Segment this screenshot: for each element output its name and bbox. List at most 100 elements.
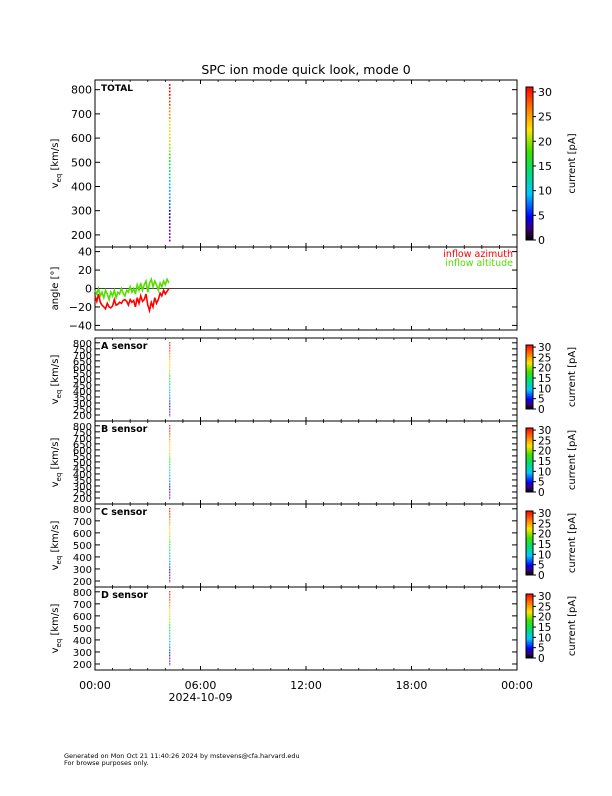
y-tick-label: 800 [71,84,92,97]
footer: Generated on Mon Oct 21 11:40:26 2024 by… [64,753,300,767]
colorbar-label: current [pA] [567,430,578,490]
y-tick-label: 500 [73,541,92,552]
y-tick-label: 200 [73,411,92,422]
y-tick-label: 300 [73,565,92,576]
colorbar [525,593,534,659]
colorbar-tick-label: 5 [538,394,545,406]
colorbar-tick-label: 0 [538,570,545,582]
y-tick-label: 400 [73,553,92,564]
colorbar-tick-label: 10 [538,466,551,478]
colorbar-tick-label: 20 [538,612,551,624]
legend-entry: inflow azimuth [443,249,513,260]
colorbar-tick-label: 30 [538,342,551,354]
y-tick-label: 600 [73,446,92,457]
y-tick-label: 750 [73,428,92,439]
colorbar [525,86,534,241]
y-tick-label: 250 [73,405,92,416]
colorbar-label: current [pA] [567,133,578,193]
y-tick-label: 600 [73,612,92,623]
colorbar-tick-label: 10 [538,632,551,644]
panel-frame [94,586,518,671]
y-tick-label: 450 [73,464,92,475]
panel-label: C sensor [101,507,147,518]
y-tick-label: 550 [73,369,92,380]
y-tick-label: 600 [71,132,92,145]
colorbar-tick-label: 0 [538,404,545,416]
y-tick-label: 700 [71,108,92,121]
colorbar-tick-label: 0 [538,487,545,499]
angle-y-tick-label: 40 [78,246,92,259]
chart-title: SPC ion mode quick look, mode 0 [201,62,410,77]
y-tick-label: 700 [73,434,92,445]
panel-label: D sensor [101,590,148,601]
y-axis-label: veq [km/s] [50,355,63,405]
y-tick-label: 700 [73,517,92,528]
y-tick-label: 400 [73,387,92,398]
y-tick-label: 300 [71,205,92,218]
colorbar-tick-label: 20 [538,135,552,148]
colorbar-tick-label: 20 [538,363,551,375]
colorbar [525,510,534,576]
y-tick-label: 250 [73,488,92,499]
colorbar-tick-label: 10 [538,549,551,561]
x-tick-label: 18:00 [396,679,428,692]
y-tick-label: 500 [73,624,92,635]
colorbar-tick-label: 15 [538,160,552,173]
panel-frame [94,420,518,505]
y-axis-label: veq [km/s] [50,604,63,654]
colorbar-tick-label: 15 [538,622,551,634]
angle-y-tick-label: −20 [69,301,92,314]
y-tick-label: 200 [71,229,92,242]
panel-label: B sensor [101,424,148,435]
y-tick-label: 350 [73,393,92,404]
colorbar-tick-label: 5 [538,209,545,222]
colorbar-tick-label: 10 [538,185,552,198]
footer-generated-line: Generated on Mon Oct 21 11:40:26 2024 by… [64,752,300,760]
y-tick-label: 350 [73,476,92,487]
y-tick-label: 300 [73,399,92,410]
x-tick-label: 12:00 [290,679,322,692]
y-tick-label: 400 [73,470,92,481]
y-tick-label: 200 [73,660,92,671]
y-tick-label: 400 [73,636,92,647]
colorbar-tick-label: 25 [538,601,551,613]
y-axis-label: veq [km/s] [50,139,63,189]
y-tick-label: 500 [71,156,92,169]
y-tick-label: 600 [73,529,92,540]
y-tick-label: 400 [71,180,92,193]
colorbar-tick-label: 25 [538,352,551,364]
angle-y-axis-label: angle [°] [50,267,61,311]
panel-frame [94,79,518,248]
x-tick-label: 00:00 [501,679,533,692]
colorbar [525,427,534,493]
colorbar [525,344,534,410]
y-tick-label: 600 [73,363,92,374]
colorbar-tick-label: 0 [538,234,545,247]
y-tick-label: 650 [73,440,92,451]
angle-series-line [94,288,170,314]
colorbar-tick-label: 20 [538,446,551,458]
angle-y-tick-label: 20 [78,264,92,277]
colorbar-tick-label: 15 [538,539,551,551]
y-tick-label: 800 [73,505,92,516]
angle-y-tick-label: 0 [85,283,92,296]
colorbar-tick-label: 30 [538,425,551,437]
angle-series-line [94,276,170,303]
colorbar-tick-label: 0 [538,653,545,665]
y-tick-label: 300 [73,648,92,659]
colorbar-tick-label: 30 [538,508,551,520]
colorbar-label: current [pA] [567,596,578,656]
panel-label: TOTAL [101,84,133,94]
y-tick-label: 500 [73,375,92,386]
y-tick-label: 700 [73,351,92,362]
y-tick-label: 800 [73,422,92,433]
panel-frame [94,503,518,588]
colorbar-tick-label: 20 [538,529,551,541]
colorbar-label: current [pA] [567,513,578,573]
y-tick-label: 550 [73,452,92,463]
legend-entry: inflow altitude [445,258,513,269]
y-tick-label: 800 [73,588,92,599]
y-tick-label: 450 [73,381,92,392]
y-axis-label: veq [km/s] [50,438,63,488]
